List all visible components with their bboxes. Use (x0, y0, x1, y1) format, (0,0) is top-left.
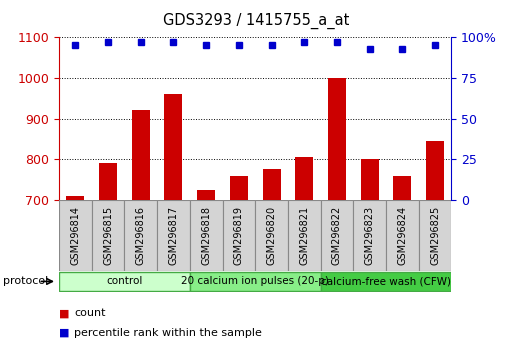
Bar (197, 190, 215, 200)
Text: 20 calcium ion pulses (20-p): 20 calcium ion pulses (20-p) (181, 276, 329, 286)
Bar (288, 200, 321, 271)
Text: calcium-free wash (CFW): calcium-free wash (CFW) (321, 276, 451, 286)
Bar (321, 200, 353, 271)
Bar (295, 157, 313, 200)
Bar (353, 200, 386, 271)
Text: GSM296825: GSM296825 (430, 206, 440, 265)
Text: GSM296823: GSM296823 (365, 206, 374, 265)
Text: count: count (74, 308, 106, 318)
Bar (99, 163, 117, 200)
Bar (321, 272, 451, 291)
Bar (223, 200, 255, 271)
Bar (92, 200, 125, 271)
Bar (190, 272, 321, 291)
Bar (230, 176, 248, 200)
Bar (361, 159, 379, 200)
Text: GSM296818: GSM296818 (201, 206, 211, 265)
Text: GSM296814: GSM296814 (70, 206, 81, 265)
Text: GSM296820: GSM296820 (267, 206, 277, 265)
Text: GSM296816: GSM296816 (136, 206, 146, 265)
Text: GSM296822: GSM296822 (332, 206, 342, 265)
Text: protocol: protocol (3, 276, 48, 286)
Bar (190, 200, 223, 271)
Text: control: control (106, 276, 143, 286)
Text: GSM296821: GSM296821 (299, 206, 309, 265)
Bar (66, 196, 84, 200)
Bar (59, 200, 92, 271)
Text: GSM296819: GSM296819 (234, 206, 244, 265)
Bar (419, 200, 451, 271)
Bar (328, 78, 346, 200)
Bar (157, 200, 190, 271)
Text: GSM296817: GSM296817 (168, 206, 179, 265)
Bar (124, 200, 157, 271)
Bar (393, 176, 411, 200)
Bar (426, 141, 444, 200)
Bar (263, 170, 281, 200)
Text: ■: ■ (59, 328, 69, 338)
Text: ■: ■ (59, 308, 69, 318)
Text: percentile rank within the sample: percentile rank within the sample (74, 328, 262, 338)
Bar (165, 94, 183, 200)
Bar (255, 200, 288, 271)
Text: GSM296824: GSM296824 (398, 206, 407, 265)
Bar (59, 272, 190, 291)
Text: GDS3293 / 1415755_a_at: GDS3293 / 1415755_a_at (163, 12, 350, 29)
Bar (132, 110, 150, 200)
Bar (386, 200, 419, 271)
Text: GSM296815: GSM296815 (103, 206, 113, 265)
